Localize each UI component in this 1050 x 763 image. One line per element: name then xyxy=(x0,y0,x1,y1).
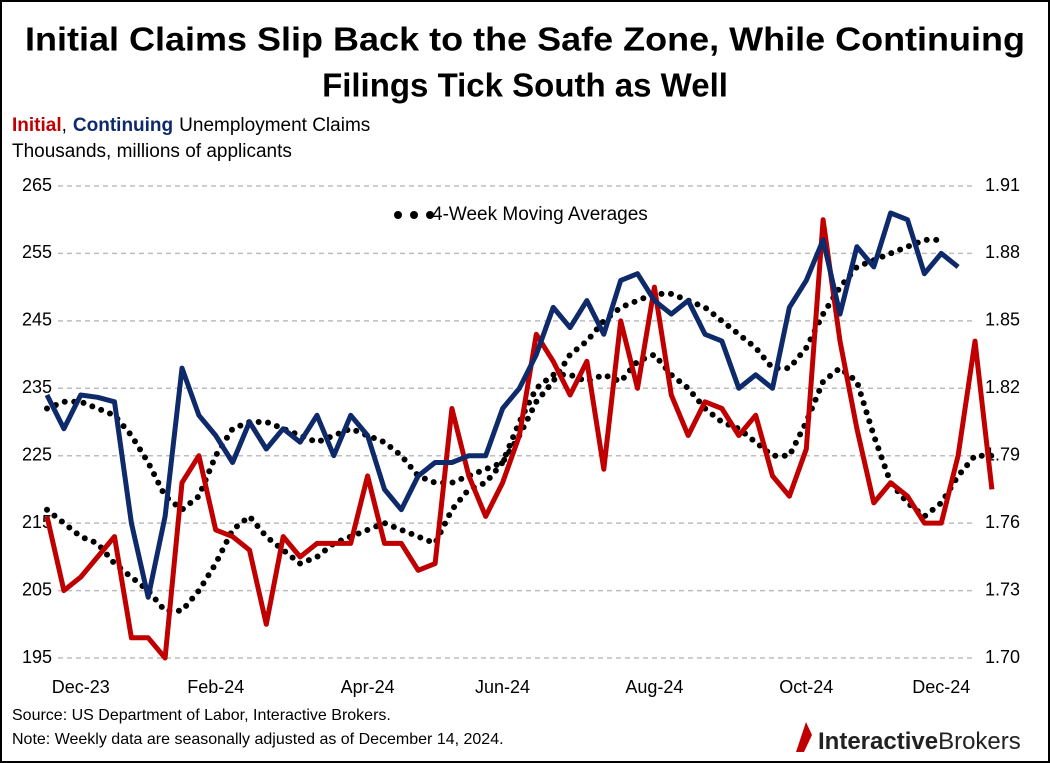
legend-label: 4-Week Moving Averages xyxy=(432,204,648,225)
y-tick-label: 205 xyxy=(22,579,52,599)
y2-tick-label: 1.82 xyxy=(985,377,1020,397)
y-tick-label: 265 xyxy=(22,175,52,195)
y2-tick-label: 1.85 xyxy=(985,310,1020,330)
note: Note: Weekly data are seasonally adjuste… xyxy=(12,731,504,748)
logo-icon xyxy=(796,722,812,752)
y-tick-label: 195 xyxy=(22,647,52,667)
legend-initial: Initial xyxy=(12,115,62,136)
legend-dot xyxy=(410,211,418,219)
x-tick-label: Dec-24 xyxy=(912,677,970,697)
x-tick-label: Apr-24 xyxy=(341,677,395,697)
y2-tick-label: 1.88 xyxy=(985,242,1020,262)
y2-tick-label: 1.76 xyxy=(985,512,1020,532)
logo: InteractiveBrokers xyxy=(818,728,1021,755)
y-tick-label: 215 xyxy=(22,512,52,532)
legend-dot xyxy=(426,211,434,219)
y2-tick-label: 1.73 xyxy=(985,579,1020,599)
x-tick-label: Oct-24 xyxy=(779,677,833,697)
legend-continuing: Continuing xyxy=(73,115,173,136)
x-tick-label: Jun-24 xyxy=(475,677,530,697)
source: Source: US Department of Labor, Interact… xyxy=(12,707,391,724)
x-tick-label: Feb-24 xyxy=(187,677,244,697)
moving-average-line xyxy=(44,236,945,514)
y-label: Thousands, millions of applicants xyxy=(12,141,292,162)
y-tick-label: 255 xyxy=(22,242,52,262)
logo-part: Interactive xyxy=(818,728,938,755)
chart-title: Filings Tick South as Well xyxy=(322,67,728,104)
y2-tick-label: 1.70 xyxy=(985,647,1020,667)
y-tick-label: 225 xyxy=(22,444,52,464)
y2-tick-label: 1.91 xyxy=(985,175,1020,195)
chart-title: Initial Claims Slip Back to the Safe Zon… xyxy=(25,21,1025,58)
series-line xyxy=(44,210,960,600)
separator: , xyxy=(62,115,67,136)
x-tick-label: Aug-24 xyxy=(625,677,683,697)
subtitle: Initial, Continuing Unemployment Claims xyxy=(12,115,370,136)
y2-tick-label: 1.79 xyxy=(985,444,1020,464)
x-tick-label: Dec-23 xyxy=(52,677,110,697)
logo-part: Brokers xyxy=(938,728,1021,755)
series-line xyxy=(44,217,995,661)
y-tick-label: 235 xyxy=(22,377,52,397)
subtitle-text: Unemployment Claims xyxy=(179,115,370,136)
y-tick-label: 245 xyxy=(22,310,52,330)
legend-dot xyxy=(394,211,402,219)
